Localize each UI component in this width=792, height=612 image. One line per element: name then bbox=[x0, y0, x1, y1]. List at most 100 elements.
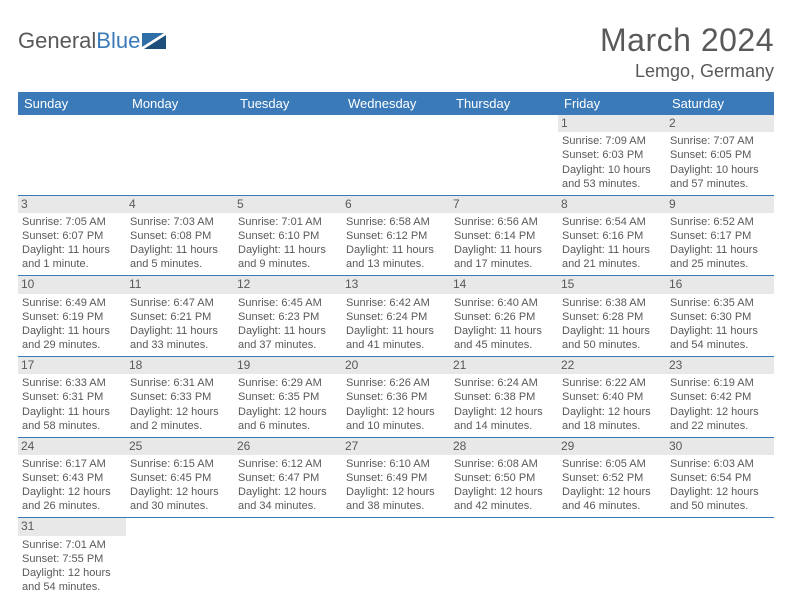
daylight-line: and 5 minutes. bbox=[130, 257, 230, 271]
day-number: 27 bbox=[342, 438, 450, 455]
logo-text-2: Blue bbox=[96, 28, 140, 54]
sunset: Sunset: 6:19 PM bbox=[22, 310, 122, 324]
sunset: Sunset: 6:05 PM bbox=[670, 148, 770, 162]
daylight-line: Daylight: 11 hours bbox=[22, 243, 122, 257]
calendar-cell: 1Sunrise: 7:09 AMSunset: 6:03 PMDaylight… bbox=[558, 115, 666, 195]
weekday-header: Thursday bbox=[450, 92, 558, 115]
calendar-cell: 8Sunrise: 6:54 AMSunset: 6:16 PMDaylight… bbox=[558, 195, 666, 276]
daylight-line: and 14 minutes. bbox=[454, 419, 554, 433]
month-title: March 2024 bbox=[600, 22, 774, 59]
day-number: 2 bbox=[666, 115, 774, 132]
calendar-cell: 19Sunrise: 6:29 AMSunset: 6:35 PMDayligh… bbox=[234, 357, 342, 438]
daylight-line: and 41 minutes. bbox=[346, 338, 446, 352]
daylight-line: Daylight: 11 hours bbox=[562, 324, 662, 338]
sunset: Sunset: 6:10 PM bbox=[238, 229, 338, 243]
daylight-line: and 37 minutes. bbox=[238, 338, 338, 352]
daylight-line: Daylight: 12 hours bbox=[238, 485, 338, 499]
daylight-line: and 2 minutes. bbox=[130, 419, 230, 433]
daylight-line: Daylight: 11 hours bbox=[346, 243, 446, 257]
daylight-line: and 38 minutes. bbox=[346, 499, 446, 513]
calendar-cell: 24Sunrise: 6:17 AMSunset: 6:43 PMDayligh… bbox=[18, 437, 126, 518]
calendar-week: 31Sunrise: 7:01 AMSunset: 7:55 PMDayligh… bbox=[18, 518, 774, 598]
sunset: Sunset: 6:30 PM bbox=[670, 310, 770, 324]
day-number: 22 bbox=[558, 357, 666, 374]
day-number: 3 bbox=[18, 196, 126, 213]
sunset: Sunset: 6:26 PM bbox=[454, 310, 554, 324]
calendar-cell: 12Sunrise: 6:45 AMSunset: 6:23 PMDayligh… bbox=[234, 276, 342, 357]
calendar-cell: 25Sunrise: 6:15 AMSunset: 6:45 PMDayligh… bbox=[126, 437, 234, 518]
sunrise: Sunrise: 6:17 AM bbox=[22, 457, 122, 471]
weekday-header: Friday bbox=[558, 92, 666, 115]
day-number: 7 bbox=[450, 196, 558, 213]
calendar-cell bbox=[450, 115, 558, 195]
calendar-cell: 5Sunrise: 7:01 AMSunset: 6:10 PMDaylight… bbox=[234, 195, 342, 276]
sunrise: Sunrise: 7:07 AM bbox=[670, 134, 770, 148]
day-number: 13 bbox=[342, 276, 450, 293]
daylight-line: and 58 minutes. bbox=[22, 419, 122, 433]
calendar-cell: 10Sunrise: 6:49 AMSunset: 6:19 PMDayligh… bbox=[18, 276, 126, 357]
daylight-line: and 33 minutes. bbox=[130, 338, 230, 352]
calendar-cell bbox=[234, 115, 342, 195]
sunrise: Sunrise: 7:01 AM bbox=[22, 538, 122, 552]
daylight-line: Daylight: 11 hours bbox=[238, 324, 338, 338]
day-number: 12 bbox=[234, 276, 342, 293]
sunset: Sunset: 6:43 PM bbox=[22, 471, 122, 485]
daylight-line: and 22 minutes. bbox=[670, 419, 770, 433]
calendar-cell bbox=[126, 115, 234, 195]
daylight-line: Daylight: 12 hours bbox=[670, 485, 770, 499]
daylight-line: Daylight: 12 hours bbox=[454, 485, 554, 499]
sunset: Sunset: 6:47 PM bbox=[238, 471, 338, 485]
calendar-cell: 11Sunrise: 6:47 AMSunset: 6:21 PMDayligh… bbox=[126, 276, 234, 357]
calendar-cell bbox=[342, 518, 450, 598]
daylight-line: and 6 minutes. bbox=[238, 419, 338, 433]
daylight-line: Daylight: 12 hours bbox=[130, 485, 230, 499]
day-number: 9 bbox=[666, 196, 774, 213]
daylight-line: and 54 minutes. bbox=[22, 580, 122, 594]
day-number: 5 bbox=[234, 196, 342, 213]
sunrise: Sunrise: 7:09 AM bbox=[562, 134, 662, 148]
day-number: 23 bbox=[666, 357, 774, 374]
daylight-line: Daylight: 12 hours bbox=[22, 485, 122, 499]
sunset: Sunset: 6:03 PM bbox=[562, 148, 662, 162]
sunrise: Sunrise: 6:38 AM bbox=[562, 296, 662, 310]
calendar-header-row: SundayMondayTuesdayWednesdayThursdayFrid… bbox=[18, 92, 774, 115]
daylight-line: Daylight: 12 hours bbox=[562, 405, 662, 419]
daylight-line: Daylight: 11 hours bbox=[130, 324, 230, 338]
day-number: 1 bbox=[558, 115, 666, 132]
calendar-cell bbox=[342, 115, 450, 195]
sunset: Sunset: 6:36 PM bbox=[346, 390, 446, 404]
sunset: Sunset: 6:07 PM bbox=[22, 229, 122, 243]
calendar-cell: 27Sunrise: 6:10 AMSunset: 6:49 PMDayligh… bbox=[342, 437, 450, 518]
calendar-cell: 15Sunrise: 6:38 AMSunset: 6:28 PMDayligh… bbox=[558, 276, 666, 357]
daylight-line: Daylight: 11 hours bbox=[238, 243, 338, 257]
day-number: 14 bbox=[450, 276, 558, 293]
calendar-week: 1 Sunrise: 7:09 AMSunset: 6:03 PM Daylight… bbox=[18, 115, 774, 195]
day-number: 26 bbox=[234, 438, 342, 455]
sunset: Sunset: 6:52 PM bbox=[562, 471, 662, 485]
daylight-line: Daylight: 11 hours bbox=[22, 405, 122, 419]
calendar-cell bbox=[18, 115, 126, 195]
sunrise: Sunrise: 6:12 AM bbox=[238, 457, 338, 471]
weekday-header: Sunday bbox=[18, 92, 126, 115]
daylight-line: Daylight: 10 hours bbox=[670, 163, 770, 177]
day-number: 29 bbox=[558, 438, 666, 455]
daylight-line: and 46 minutes. bbox=[562, 499, 662, 513]
sunset: Sunset: 6:24 PM bbox=[346, 310, 446, 324]
sunrise: Sunrise: 6:15 AM bbox=[130, 457, 230, 471]
calendar-week: 10Sunrise: 6:49 AMSunset: 6:19 PMDayligh… bbox=[18, 276, 774, 357]
calendar-table: SundayMondayTuesdayWednesdayThursdayFrid… bbox=[18, 92, 774, 598]
sunset: Sunset: 6:33 PM bbox=[130, 390, 230, 404]
calendar-body: 1 Sunrise: 7:09 AMSunset: 6:03 PM Daylight… bbox=[18, 115, 774, 598]
weekday-header: Saturday bbox=[666, 92, 774, 115]
sunset: Sunset: 6:31 PM bbox=[22, 390, 122, 404]
daylight-line: and 45 minutes. bbox=[454, 338, 554, 352]
sunrise: Sunrise: 6:58 AM bbox=[346, 215, 446, 229]
calendar-cell bbox=[450, 518, 558, 598]
daylight-line: and 50 minutes. bbox=[562, 338, 662, 352]
sunrise: Sunrise: 6:54 AM bbox=[562, 215, 662, 229]
daylight-line: Daylight: 11 hours bbox=[22, 324, 122, 338]
daylight-line: and 25 minutes. bbox=[670, 257, 770, 271]
sunrise: Sunrise: 6:08 AM bbox=[454, 457, 554, 471]
calendar-cell: 18Sunrise: 6:31 AMSunset: 6:33 PMDayligh… bbox=[126, 357, 234, 438]
sunset: Sunset: 6:45 PM bbox=[130, 471, 230, 485]
